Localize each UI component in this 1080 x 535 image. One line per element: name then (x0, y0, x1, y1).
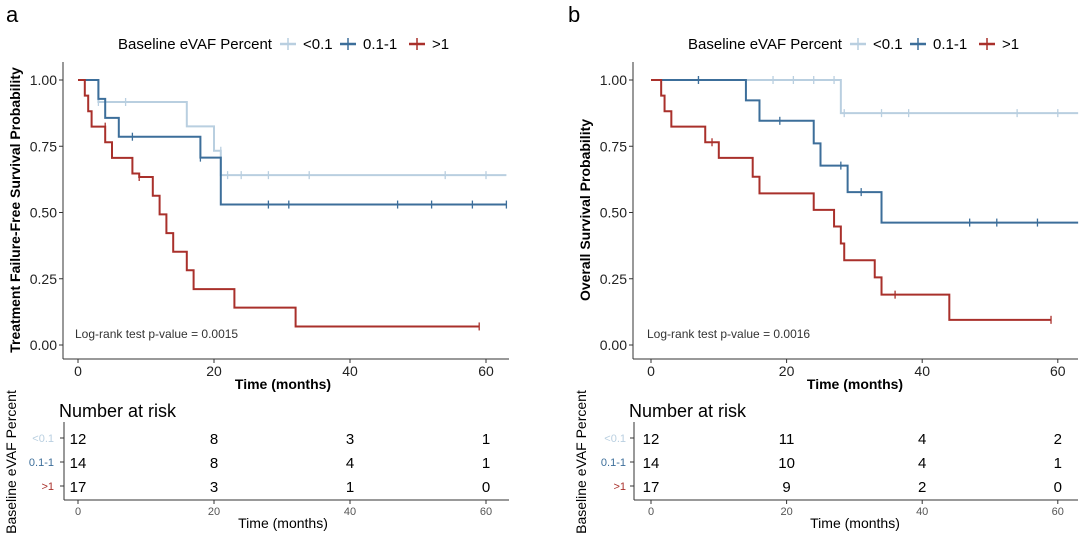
y-tick-label: 0.50 (30, 205, 57, 221)
risk-count-mid: 4 (346, 455, 354, 472)
y-tick-label: 1.00 (30, 72, 57, 88)
risk-x-tick-label: 40 (344, 506, 356, 518)
risk-row-label-low: <0.1 (32, 433, 54, 445)
risk-count-low: 8 (210, 431, 218, 448)
y-tick-label: 0.75 (600, 138, 627, 154)
y-axis-label: Treatment Failure-Free Survival Probabil… (7, 67, 23, 353)
y-tick-label: 0.50 (600, 205, 627, 221)
risk-count-high: 0 (482, 479, 490, 496)
risk-count-high: 17 (643, 479, 660, 496)
risk-table: Number at risk Baseline eVAF Percent Tim… (573, 390, 1078, 534)
x-tick-label: 20 (206, 363, 222, 379)
km-curve-low (78, 79, 507, 177)
km-plot: Treatment Failure-Free Survival Probabil… (7, 62, 509, 392)
legend-label-mid: 0.1-1 (363, 36, 397, 53)
risk-count-mid: 1 (482, 455, 490, 472)
x-tick-label: 40 (342, 363, 358, 379)
risk-row-label-mid: 0.1-1 (601, 457, 626, 469)
legend-label-high: >1 (432, 36, 449, 53)
risk-count-low: 11 (779, 431, 795, 448)
risk-x-tick-label: 40 (916, 506, 928, 518)
risk-table: Number at risk Baseline eVAF Percent Tim… (3, 390, 509, 534)
risk-count-low: 2 (1054, 431, 1062, 448)
risk-count-high: 0 (1054, 479, 1062, 496)
panel-b: b Baseline eVAF Percent <0.1 0.1-1 >1 Ov… (568, 2, 1079, 534)
risk-x-label: Time (months) (810, 515, 900, 531)
risk-count-low: 1 (482, 431, 490, 448)
risk-count-low: 3 (346, 431, 354, 448)
x-axis-label: Time (months) (235, 376, 331, 392)
y-axis-label: Overall Survival Probability (577, 119, 593, 301)
x-axis-label: Time (months) (807, 376, 903, 392)
risk-count-high: 3 (210, 479, 218, 496)
risk-x-tick-label: 0 (648, 506, 654, 518)
risk-x-tick-label: 60 (1052, 506, 1064, 518)
risk-x-tick-label: 60 (480, 506, 492, 518)
risk-count-mid: 10 (778, 455, 795, 472)
x-tick-label: 0 (647, 363, 655, 379)
legend-label-low: <0.1 (873, 36, 903, 53)
risk-count-low: 12 (70, 431, 87, 448)
panel-letter: a (6, 2, 19, 27)
pvalue-annotation: Log-rank test p-value = 0.0016 (647, 327, 810, 341)
y-tick-label: 0.25 (600, 271, 627, 287)
risk-count-low: 12 (643, 431, 660, 448)
km-curve-low (651, 79, 1079, 115)
risk-title: Number at risk (59, 401, 177, 421)
risk-count-mid: 14 (70, 455, 87, 472)
x-tick-label: 20 (779, 363, 795, 379)
risk-x-label: Time (months) (238, 515, 328, 531)
legend-title: Baseline eVAF Percent (688, 36, 843, 53)
risk-x-tick-label: 20 (208, 506, 220, 518)
risk-count-high: 1 (346, 479, 354, 496)
panel-a: a Baseline eVAF Percent <0.1 0.1-1 >1 Tr… (3, 2, 509, 534)
risk-count-high: 17 (70, 479, 87, 496)
legend: Baseline eVAF Percent <0.1 0.1-1 >1 (118, 36, 449, 53)
x-tick-label: 40 (914, 363, 930, 379)
km-curve-mid (651, 79, 1079, 224)
km-curve-high (78, 79, 480, 328)
x-tick-label: 60 (1050, 363, 1066, 379)
legend-title: Baseline eVAF Percent (118, 36, 273, 53)
risk-count-high: 2 (918, 479, 926, 496)
y-tick-label: 0.00 (30, 337, 57, 353)
legend: Baseline eVAF Percent <0.1 0.1-1 >1 (688, 36, 1019, 53)
risk-count-mid: 8 (210, 455, 218, 472)
risk-x-tick-label: 0 (75, 506, 81, 518)
risk-row-label-low: <0.1 (604, 433, 626, 445)
risk-title: Number at risk (629, 401, 747, 421)
km-curve-high (651, 79, 1052, 321)
risk-row-label-high: >1 (613, 481, 626, 493)
km-curve-mid (78, 79, 507, 206)
km-plot: Overall Survival Probability Time (month… (577, 62, 1079, 392)
y-tick-label: 0.00 (600, 337, 627, 353)
risk-y-label: Baseline eVAF Percent (573, 390, 589, 534)
risk-x-tick-label: 20 (780, 506, 792, 518)
y-tick-label: 0.75 (30, 138, 57, 154)
risk-y-label: Baseline eVAF Percent (3, 390, 19, 534)
legend-label-low: <0.1 (303, 36, 333, 53)
y-tick-label: 1.00 (600, 72, 627, 88)
legend-label-mid: 0.1-1 (933, 36, 967, 53)
x-tick-label: 0 (74, 363, 82, 379)
y-tick-label: 0.25 (30, 271, 57, 287)
x-tick-label: 60 (478, 363, 494, 379)
risk-count-low: 4 (918, 431, 926, 448)
risk-count-mid: 14 (643, 455, 660, 472)
pvalue-annotation: Log-rank test p-value = 0.0015 (75, 327, 238, 341)
risk-row-label-mid: 0.1-1 (29, 457, 54, 469)
legend-label-high: >1 (1002, 36, 1019, 53)
risk-row-label-high: >1 (41, 481, 54, 493)
risk-count-mid: 4 (918, 455, 926, 472)
risk-count-mid: 1 (1054, 455, 1062, 472)
panel-letter: b (568, 2, 580, 27)
risk-count-high: 9 (782, 479, 790, 496)
